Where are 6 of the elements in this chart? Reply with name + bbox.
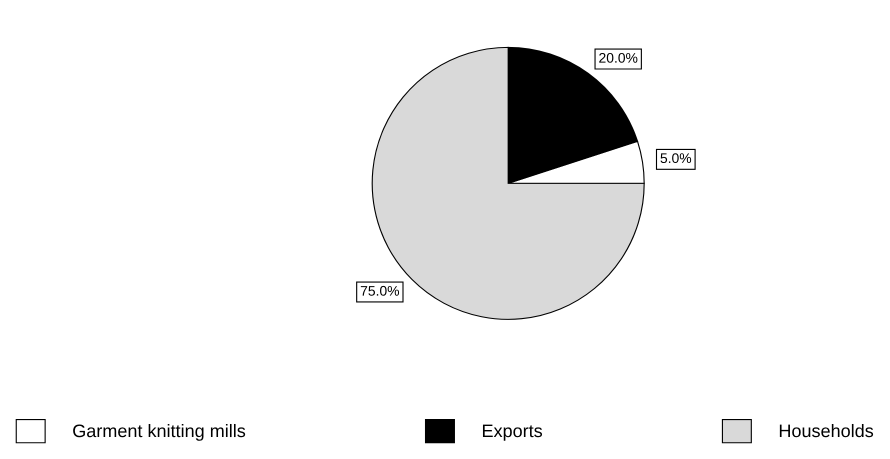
legend-label: Households — [780, 424, 874, 438]
data-label: 5.0% — [660, 153, 692, 164]
data-label: 75.0% — [360, 286, 400, 296]
legend-label: Exports — [482, 424, 542, 441]
data-label: 20.0% — [599, 52, 638, 63]
legend-label: Garment knitting mills — [73, 424, 246, 441]
